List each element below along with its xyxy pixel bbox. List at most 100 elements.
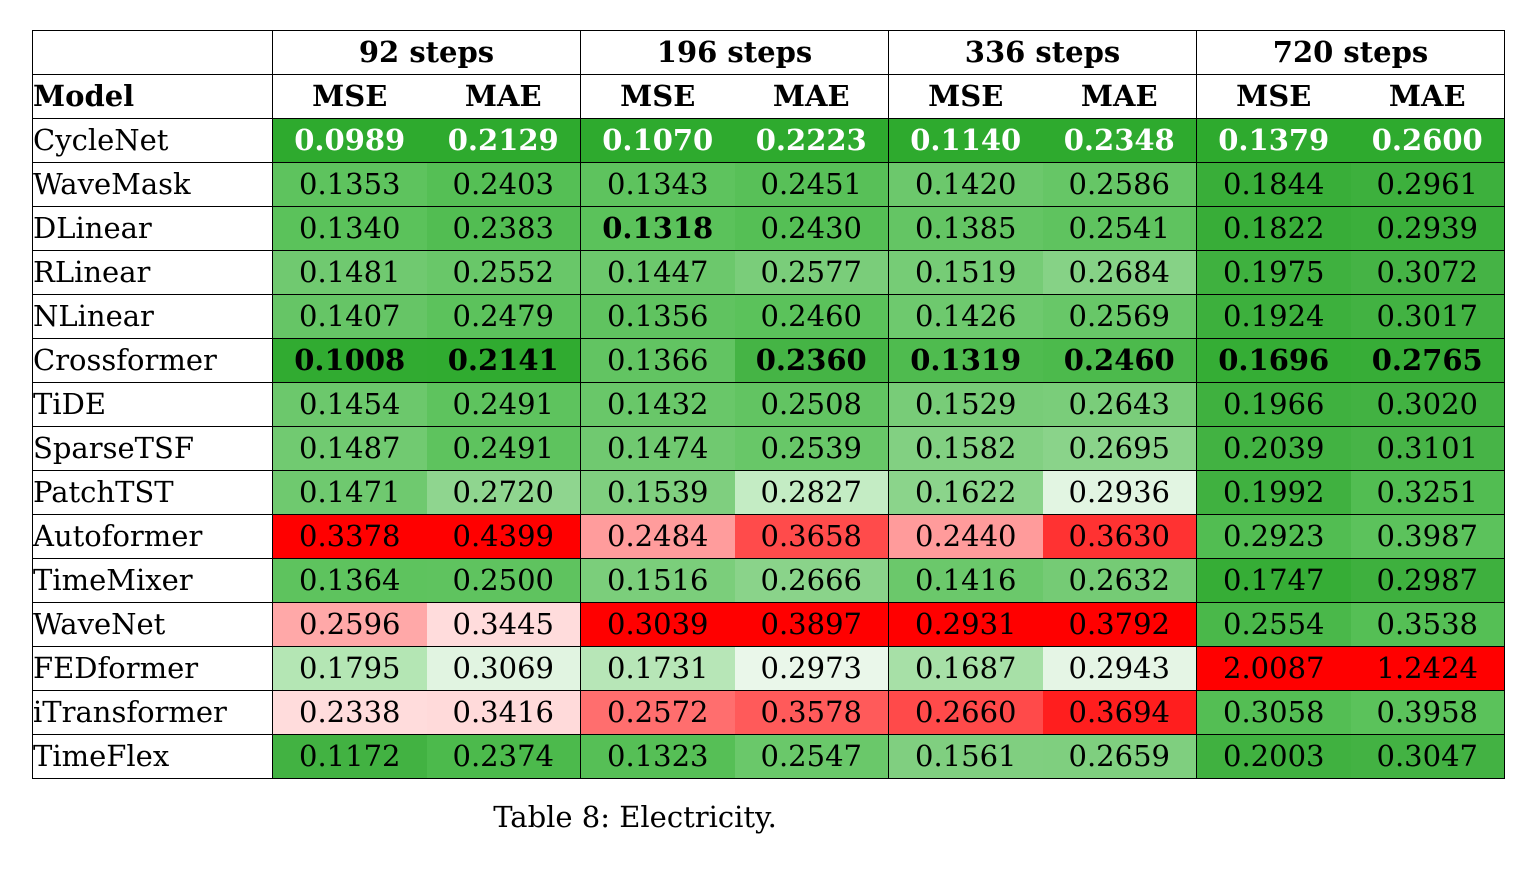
metric-value-cell: 0.3072 [1350,250,1505,295]
metric-value-cell: 0.2936 [1042,470,1197,515]
table-row: TimeFlex 0.1172 0.2374 0.1323 0.2547 0.1561 0.… [32,734,1505,779]
model-name-cell: WaveMask [32,162,273,207]
table-row: WaveNet 0.2596 0.3445 0.3039 0.3897 0.2931 0.3… [32,602,1505,647]
group-header: 720 steps [1196,30,1505,75]
model-name-cell: iTransformer [32,690,273,735]
metric-value-cell: 0.1471 [272,470,427,515]
metric-header: MAE [426,74,581,119]
metric-value-cell: 0.1416 [888,558,1043,603]
metric-value-cell: 0.2374 [426,734,581,779]
metric-value-cell: 0.2695 [1042,426,1197,471]
metric-value-cell: 0.2660 [888,690,1043,735]
metric-value-cell: 0.1519 [888,250,1043,295]
table-row: SparseTSF 0.1487 0.2491 0.1474 0.2539 0.1582 0… [32,426,1505,471]
table-row: PatchTST 0.1471 0.2720 0.1539 0.2827 0.1622 0.… [32,470,1505,515]
metric-value-cell: 0.1447 [580,250,735,295]
metric-value-cell: 0.3020 [1350,382,1505,427]
metric-header: MAE [734,74,889,119]
metric-value-cell: 0.3694 [1042,690,1197,735]
metric-value-cell: 0.2003 [1196,734,1351,779]
metric-value-cell: 0.3630 [1042,514,1197,559]
metric-value-cell: 0.1420 [888,162,1043,207]
metric-value-cell: 0.1407 [272,294,427,339]
metric-value-cell: 0.2684 [1042,250,1197,295]
metric-value-cell: 0.1539 [580,470,735,515]
metric-value-cell: 0.3538 [1350,602,1505,647]
metric-value-cell: 0.1731 [580,646,735,691]
metric-value-cell: 0.2600 [1350,118,1505,163]
metric-value-cell: 0.2632 [1042,558,1197,603]
model-name-cell: RLinear [32,250,273,295]
metric-value-cell: 0.2547 [734,734,889,779]
metric-value-cell: 0.1172 [272,734,427,779]
metric-value-cell: 0.1924 [1196,294,1351,339]
metric-value-cell: 0.1992 [1196,470,1351,515]
table-caption: Table 8: Electricity. [493,800,777,834]
metric-value-cell: 0.1975 [1196,250,1351,295]
metric-value-cell: 0.2539 [734,426,889,471]
metric-value-cell: 0.3101 [1350,426,1505,471]
metric-value-cell: 0.1481 [272,250,427,295]
metric-value-cell: 0.1696 [1196,338,1351,383]
metric-value-cell: 0.2659 [1042,734,1197,779]
metric-value-cell: 0.2572 [580,690,735,735]
metric-value-cell: 1.2424 [1350,646,1505,691]
table-row: FEDformer 0.1795 0.3069 0.1731 0.2973 0.1687 0… [32,646,1505,691]
results-table: 92 steps 196 steps 336 steps 720 steps M… [32,30,1505,779]
metric-value-cell: 0.1687 [888,646,1043,691]
metric-value-cell: 0.2923 [1196,514,1351,559]
metric-value-cell: 0.1474 [580,426,735,471]
table-body: CycleNet 0.0989 0.2129 0.1070 0.2223 0.1140 0.… [32,118,1505,779]
metric-value-cell: 0.1747 [1196,558,1351,603]
metric-value-cell: 0.2403 [426,162,581,207]
metric-value-cell: 0.2569 [1042,294,1197,339]
metric-value-cell: 0.1516 [580,558,735,603]
metric-value-cell: 0.1385 [888,206,1043,251]
metric-value-cell: 0.2440 [888,514,1043,559]
metric-header: MSE [1196,74,1351,119]
metric-value-cell: 0.4399 [426,514,581,559]
metric-value-cell: 0.2552 [426,250,581,295]
model-name-cell: NLinear [32,294,273,339]
metric-value-cell: 0.1582 [888,426,1043,471]
group-header: 92 steps [272,30,581,75]
metric-value-cell: 0.2961 [1350,162,1505,207]
table-row: Crossformer 0.1008 0.2141 0.1366 0.2360 0.131… [32,338,1505,383]
metric-value-cell: 0.1454 [272,382,427,427]
metric-value-cell: 0.2430 [734,206,889,251]
table-row: CycleNet 0.0989 0.2129 0.1070 0.2223 0.1140 0.… [32,118,1505,163]
metric-value-cell: 0.2987 [1350,558,1505,603]
metric-value-cell: 0.2491 [426,426,581,471]
model-name-cell: SparseTSF [32,426,273,471]
table-row: TiDE 0.1454 0.2491 0.1432 0.2508 0.1529 0.2643… [32,382,1505,427]
model-name-cell: CycleNet [32,118,273,163]
header-row-groups: 92 steps 196 steps 336 steps 720 steps [32,30,1505,75]
metric-value-cell: 0.2596 [272,602,427,647]
metric-value-cell: 0.1795 [272,646,427,691]
metric-value-cell: 0.2460 [1042,338,1197,383]
metric-value-cell: 0.3069 [426,646,581,691]
table-row: NLinear 0.1407 0.2479 0.1356 0.2460 0.1426 0.2… [32,294,1505,339]
metric-value-cell: 0.2491 [426,382,581,427]
metric-value-cell: 0.2348 [1042,118,1197,163]
metric-value-cell: 0.3416 [426,690,581,735]
metric-value-cell: 0.3058 [1196,690,1351,735]
metric-value-cell: 0.3378 [272,514,427,559]
table-row: iTransformer 0.2338 0.3416 0.2572 0.3578 0.26… [32,690,1505,735]
metric-value-cell: 0.1561 [888,734,1043,779]
group-header: 336 steps [888,30,1197,75]
metric-value-cell: 0.3792 [1042,602,1197,647]
metric-value-cell: 2.0087 [1196,646,1351,691]
metric-value-cell: 0.2666 [734,558,889,603]
metric-value-cell: 0.2577 [734,250,889,295]
metric-value-cell: 0.1319 [888,338,1043,383]
metric-value-cell: 0.2383 [426,206,581,251]
metric-value-cell: 0.3047 [1350,734,1505,779]
table-row: WaveMask 0.1353 0.2403 0.1343 0.2451 0.1420 0.… [32,162,1505,207]
metric-value-cell: 0.1379 [1196,118,1351,163]
metric-value-cell: 0.2827 [734,470,889,515]
metric-value-cell: 0.2541 [1042,206,1197,251]
metric-header: MAE [1350,74,1505,119]
metric-value-cell: 0.2039 [1196,426,1351,471]
metric-value-cell: 0.3578 [734,690,889,735]
